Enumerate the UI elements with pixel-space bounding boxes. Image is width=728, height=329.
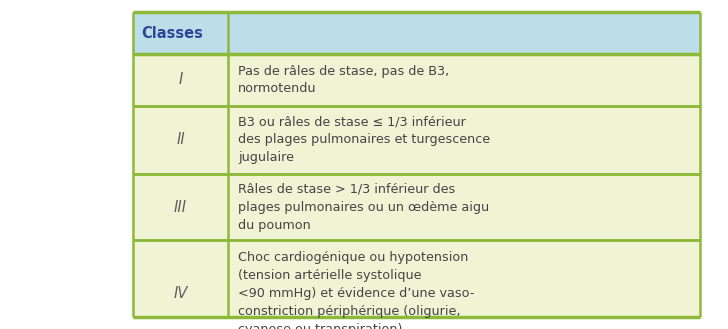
Text: Choc cardiogénique ou hypotension
(tension artérielle systolique
<90 mmHg) et év: Choc cardiogénique ou hypotension (tensi… <box>238 251 475 329</box>
Text: II: II <box>176 133 185 147</box>
Bar <box>133 12 700 54</box>
Text: I: I <box>178 72 183 88</box>
Text: Classes: Classes <box>141 26 203 40</box>
Text: B3 ou râles de stase ≤ 1/3 inférieur
des plages pulmonaires et turgescence
jugul: B3 ou râles de stase ≤ 1/3 inférieur des… <box>238 115 490 164</box>
Text: III: III <box>174 199 187 215</box>
Bar <box>133 12 700 317</box>
Text: Pas de râles de stase, pas de B3,
normotendu: Pas de râles de stase, pas de B3, normot… <box>238 64 449 95</box>
Text: Râles de stase > 1/3 inférieur des
plages pulmonaires ou un œdème aigu
du poumon: Râles de stase > 1/3 inférieur des plage… <box>238 183 489 232</box>
Text: IV: IV <box>173 287 188 301</box>
